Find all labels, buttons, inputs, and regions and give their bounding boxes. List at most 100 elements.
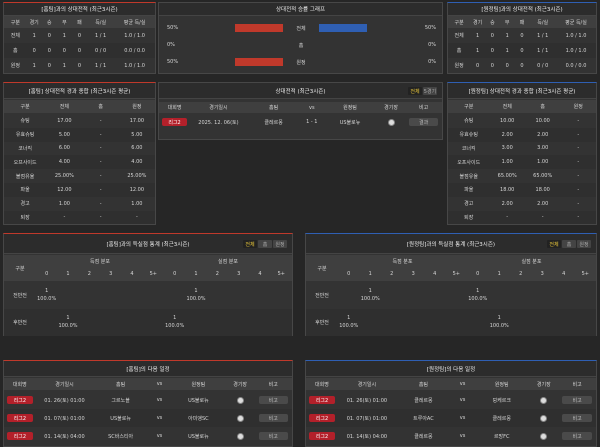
bin-header: 4	[130, 271, 134, 277]
cell: 18.00	[500, 186, 515, 193]
row-label: 원정	[454, 63, 464, 69]
away-team: 르망FC	[493, 433, 510, 440]
bin-header: 1	[66, 271, 70, 277]
column-header: 경기장	[384, 105, 398, 111]
bin-header: 1	[368, 271, 372, 277]
bin-header: 3	[237, 271, 241, 277]
cell: 10.00	[500, 117, 515, 124]
cell: -	[577, 173, 580, 180]
cell: 18.00	[535, 186, 550, 193]
row-bg	[448, 155, 596, 170]
tab[interactable]: 원정	[577, 240, 591, 248]
row-label: 오프사이드	[457, 159, 481, 166]
row-label: 전체	[10, 33, 20, 39]
panel: 상대전적 (최근3시즌) 전체 5경기 대회명 경기일시 홈팀 vs 원정팀 경기장 비고 리그2 2…	[158, 82, 443, 140]
column-header: 승	[46, 19, 52, 26]
tab[interactable]: 홈	[258, 240, 272, 248]
tab[interactable]: 전체	[408, 87, 422, 95]
cell: 1 / 1	[537, 32, 549, 39]
cell: 0	[490, 47, 494, 54]
row-label: 후반전	[13, 320, 27, 326]
home-rate-bar	[235, 24, 283, 32]
tab[interactable]: 원정	[273, 240, 287, 248]
cell: 0	[62, 47, 66, 54]
row-bg	[448, 127, 596, 142]
column-header: 비고	[572, 381, 582, 388]
cell: 0	[490, 32, 494, 39]
tab[interactable]: 5경기	[423, 87, 437, 95]
home-rate-label: 50%	[167, 59, 179, 65]
column-header: 무	[504, 19, 510, 26]
match-date: 01. 26(토) 01:00	[346, 397, 388, 404]
bin-header: 0	[347, 271, 351, 277]
note-button[interactable]: 비고	[258, 414, 288, 422]
bin-header: 2	[390, 271, 394, 277]
goal-count: 1	[476, 288, 480, 294]
row-label: 파울	[20, 187, 30, 194]
note-button[interactable]: 비고	[562, 432, 592, 440]
row-label: 슈팅	[464, 118, 474, 125]
goal-percent: 100.0%	[468, 296, 488, 302]
cell: 1	[32, 32, 36, 39]
column-header: 득/실	[537, 19, 549, 26]
column-header: 경기	[29, 19, 39, 26]
rate-row-label: 홈	[298, 42, 304, 49]
rate-row-label: 전체	[296, 25, 306, 32]
cell: -	[63, 214, 66, 221]
stadium-icon	[236, 414, 244, 422]
note-button[interactable]: 비고	[258, 432, 288, 440]
row-label: 파울	[464, 187, 474, 194]
cell: -	[99, 200, 102, 207]
cell: 1.0 / 1.0	[565, 32, 587, 39]
goal-percent: 100.0%	[37, 296, 57, 302]
panel-title: [홈팀]의 다음 일정	[4, 361, 292, 377]
panel-title: 상대전적 (최근3시즌)	[159, 83, 442, 99]
league-badge: 리그2	[7, 432, 33, 440]
tab[interactable]: 홈	[562, 240, 576, 248]
column-header: 홈팀	[116, 381, 126, 388]
cell: 25.00%	[127, 173, 147, 180]
note-button[interactable]: 비고	[258, 396, 288, 404]
cell: -	[577, 214, 580, 221]
group-header: 실점 분포	[521, 258, 542, 265]
tab[interactable]: 전체	[243, 240, 257, 248]
row-bg	[306, 378, 596, 390]
cell: 1	[475, 47, 480, 54]
cell: 1.00	[58, 200, 70, 207]
home-rate-label: 0%	[167, 42, 175, 48]
column-header: 원정	[573, 104, 583, 110]
home-team: 클레르몽	[264, 119, 283, 126]
row-label: 홈	[13, 48, 18, 54]
cell: 0	[32, 47, 36, 54]
column-header: 비고	[418, 105, 429, 111]
away-team: 아미앵SC	[188, 415, 209, 422]
row-bg	[4, 309, 292, 336]
row-label: 코너킥	[18, 145, 33, 152]
bin-header: 2	[87, 271, 91, 277]
row-label: 퇴장	[464, 214, 474, 221]
panel: [원정팀] 상대전적 경과 종합 (최근3시즌 평균) 구분 전체 홈 원정 슈팅 10.0…	[447, 82, 597, 225]
bin-header: 5+	[277, 271, 285, 277]
column-header: 경기일시	[357, 381, 377, 388]
column-header: 홈팀	[418, 381, 429, 388]
cell: 6.00	[131, 145, 143, 152]
cell: 2.00	[537, 200, 549, 207]
bin-header: 5+	[149, 271, 157, 277]
tab[interactable]: 전체	[547, 240, 561, 248]
row-bg	[4, 409, 292, 427]
column-header: 패	[77, 19, 82, 26]
cell: -	[99, 214, 102, 221]
note-button[interactable]: 결과	[409, 118, 438, 126]
panel-title: [홈팀]과의 득실점 통계 (최근3시즌)	[4, 234, 292, 254]
cell: 2.00	[501, 200, 513, 207]
row-bg	[4, 378, 292, 390]
cell: -	[577, 186, 580, 193]
note-button[interactable]: 비고	[562, 414, 592, 422]
cell: -	[99, 186, 102, 193]
note-button[interactable]: 비고	[562, 396, 592, 404]
cell: 0	[77, 62, 82, 69]
cell: 17.00	[57, 117, 72, 124]
row-label: 경고	[464, 201, 474, 208]
cell: 1.00	[537, 159, 549, 166]
